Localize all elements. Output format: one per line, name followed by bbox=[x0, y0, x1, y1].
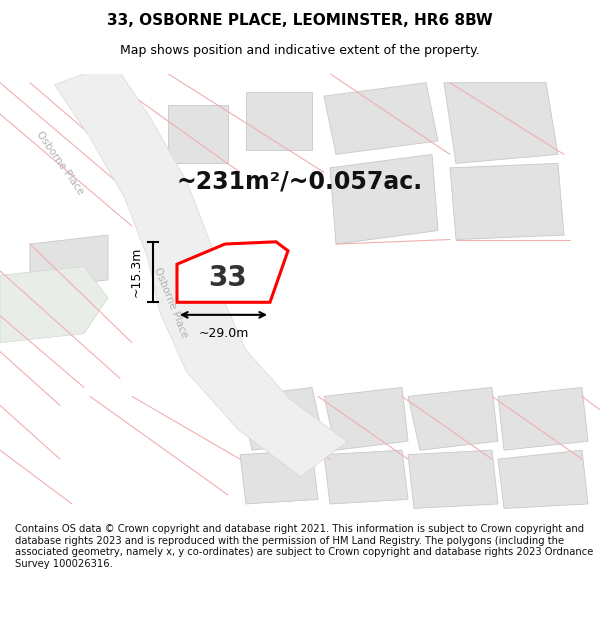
Polygon shape bbox=[30, 235, 108, 289]
Polygon shape bbox=[240, 388, 324, 450]
Text: Contains OS data © Crown copyright and database right 2021. This information is : Contains OS data © Crown copyright and d… bbox=[15, 524, 593, 569]
Polygon shape bbox=[240, 450, 318, 504]
Polygon shape bbox=[324, 450, 408, 504]
Polygon shape bbox=[444, 82, 558, 163]
Polygon shape bbox=[408, 388, 498, 450]
Polygon shape bbox=[246, 92, 312, 150]
Polygon shape bbox=[324, 82, 438, 154]
Text: 33, OSBORNE PLACE, LEOMINSTER, HR6 8BW: 33, OSBORNE PLACE, LEOMINSTER, HR6 8BW bbox=[107, 13, 493, 28]
Text: 33: 33 bbox=[209, 264, 247, 292]
Polygon shape bbox=[450, 163, 564, 239]
Polygon shape bbox=[498, 388, 588, 450]
Text: ~15.3m: ~15.3m bbox=[129, 247, 142, 298]
Polygon shape bbox=[55, 62, 347, 477]
Polygon shape bbox=[324, 388, 408, 450]
Text: Map shows position and indicative extent of the property.: Map shows position and indicative extent… bbox=[120, 44, 480, 58]
Polygon shape bbox=[408, 450, 498, 508]
Polygon shape bbox=[0, 266, 108, 342]
Polygon shape bbox=[177, 242, 288, 302]
Polygon shape bbox=[168, 105, 228, 163]
Text: ~29.0m: ~29.0m bbox=[199, 328, 248, 341]
Polygon shape bbox=[498, 450, 588, 508]
Text: ~231m²/~0.057ac.: ~231m²/~0.057ac. bbox=[177, 169, 423, 193]
Polygon shape bbox=[330, 154, 438, 244]
Text: Osborne Place: Osborne Place bbox=[34, 130, 86, 197]
Text: Osborne Place: Osborne Place bbox=[152, 266, 190, 339]
